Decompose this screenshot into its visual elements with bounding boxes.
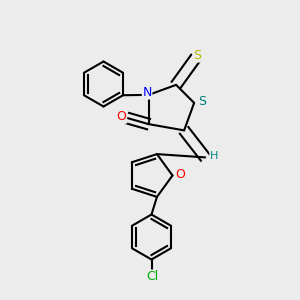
Text: O: O [175, 168, 185, 181]
Text: S: S [198, 95, 206, 108]
Text: Cl: Cl [146, 270, 158, 283]
Text: S: S [193, 49, 201, 62]
Text: N: N [142, 86, 152, 99]
Text: H: H [210, 151, 218, 161]
Text: O: O [117, 110, 127, 123]
